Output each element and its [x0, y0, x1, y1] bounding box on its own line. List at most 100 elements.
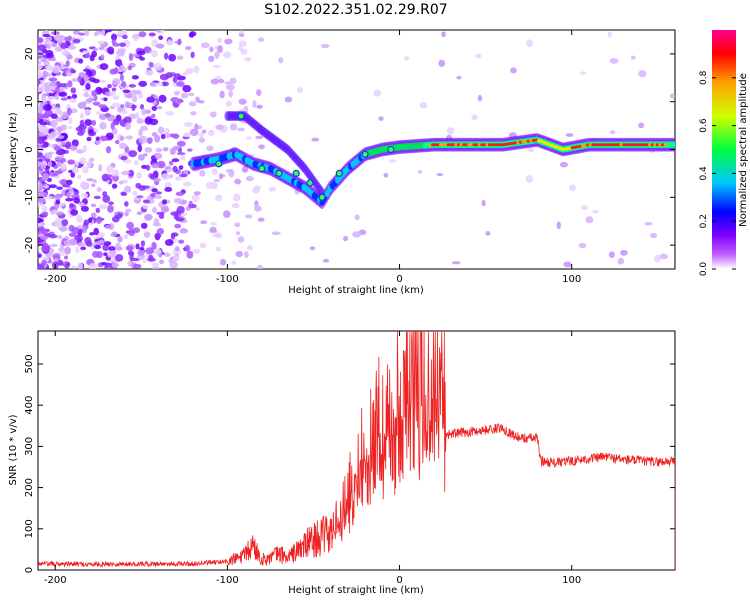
noise-blob — [127, 65, 133, 71]
noise-blob — [151, 266, 160, 269]
noise-blob — [53, 258, 59, 263]
noise-blob — [38, 183, 44, 191]
noise-blob — [132, 263, 142, 269]
noise-blob — [107, 253, 116, 258]
noise-blob — [199, 170, 206, 177]
spectrogram-x-ticks: -200 -100 0 100 — [44, 30, 581, 285]
noise-blob — [99, 79, 106, 84]
noise-blob — [155, 147, 163, 153]
noise-blob — [60, 124, 67, 131]
noise-blob — [153, 248, 162, 255]
noise-blob — [188, 101, 197, 107]
snr-panel: -200 -100 0 100 0 100 200 300 400 500 Height of … — [8, 330, 676, 596]
noise-blob — [165, 132, 171, 139]
noise-blob — [41, 211, 49, 217]
noise-blob — [638, 70, 647, 78]
noise-blob — [170, 211, 180, 216]
noise-blob — [66, 54, 73, 60]
noise-blob — [217, 78, 225, 84]
noise-blob — [97, 239, 105, 244]
noise-blob — [617, 257, 625, 265]
noise-blob — [50, 81, 57, 87]
colorbar-tick-label: 0.0 — [699, 262, 709, 277]
noise-blob — [102, 191, 108, 197]
noise-blob — [238, 98, 247, 105]
y-tick-label: 300 — [24, 437, 35, 456]
noise-blob — [75, 246, 80, 254]
noise-blob — [149, 118, 159, 126]
noise-blob — [111, 102, 121, 108]
noise-blob — [217, 45, 223, 54]
noise-blob — [92, 78, 100, 84]
noise-blob — [60, 179, 69, 186]
noise-blob — [218, 173, 224, 180]
noise-blob — [100, 262, 108, 266]
noise-blob — [142, 199, 150, 204]
noise-blob — [83, 219, 90, 226]
noise-blob — [107, 46, 115, 55]
noise-blob — [155, 191, 162, 195]
noise-blob — [67, 35, 72, 42]
noise-blob — [70, 209, 79, 216]
noise-blob — [180, 155, 186, 161]
noise-blob — [131, 95, 138, 103]
noise-blob — [140, 222, 148, 229]
noise-blob — [138, 80, 148, 87]
noise-blob — [80, 205, 89, 212]
x-tick-label: -100 — [216, 575, 239, 586]
noise-blob — [99, 63, 109, 71]
noise-blob — [65, 262, 70, 266]
noise-blob — [475, 53, 482, 59]
noise-blob — [124, 122, 132, 131]
noise-blob — [84, 107, 92, 111]
noise-blob — [125, 245, 134, 252]
noise-blob — [73, 38, 81, 44]
noise-blob — [122, 235, 129, 239]
noise-blob — [57, 131, 62, 135]
noise-blob — [268, 186, 277, 192]
noise-blob — [178, 239, 185, 244]
noise-blob — [158, 35, 164, 41]
noise-blob — [176, 205, 185, 214]
x-tick-label: 100 — [562, 575, 581, 586]
noise-blob — [210, 222, 218, 226]
noise-blob — [89, 232, 95, 236]
noise-blob — [136, 50, 146, 56]
noise-blob — [137, 249, 145, 257]
noise-blob — [154, 134, 161, 143]
ridge-core — [670, 141, 675, 149]
noise-blob — [527, 148, 535, 153]
noise-blob — [163, 52, 169, 60]
noise-blob — [51, 57, 56, 62]
snr-frame — [37, 330, 676, 571]
noise-blob — [456, 75, 462, 80]
y-tick-label: 500 — [24, 354, 35, 373]
noise-blob — [38, 64, 43, 70]
noise-blob — [53, 107, 62, 115]
noise-blob — [40, 176, 48, 181]
noise-blob — [149, 62, 154, 68]
noise-blob — [197, 99, 205, 104]
noise-blob — [67, 159, 76, 165]
noise-blob — [56, 186, 63, 190]
noise-blob — [105, 146, 112, 154]
noise-blob — [93, 195, 101, 200]
noise-blob — [111, 231, 118, 237]
noise-blob — [565, 133, 574, 137]
noise-blob — [152, 177, 162, 182]
noise-blob — [171, 255, 179, 262]
noise-blob — [477, 94, 483, 102]
noise-blob — [151, 188, 158, 193]
noise-blob — [75, 160, 80, 167]
noise-blob — [56, 135, 65, 139]
noise-blob — [136, 117, 144, 124]
ridge-node — [275, 169, 283, 177]
x-tick-label: 100 — [562, 274, 581, 285]
noise-blob — [354, 214, 360, 221]
noise-blob — [104, 224, 113, 230]
noise-blob — [99, 121, 107, 130]
noise-blob — [138, 128, 143, 137]
noise-blob — [568, 184, 576, 192]
noise-blob — [53, 34, 62, 42]
noise-blob — [146, 96, 155, 103]
